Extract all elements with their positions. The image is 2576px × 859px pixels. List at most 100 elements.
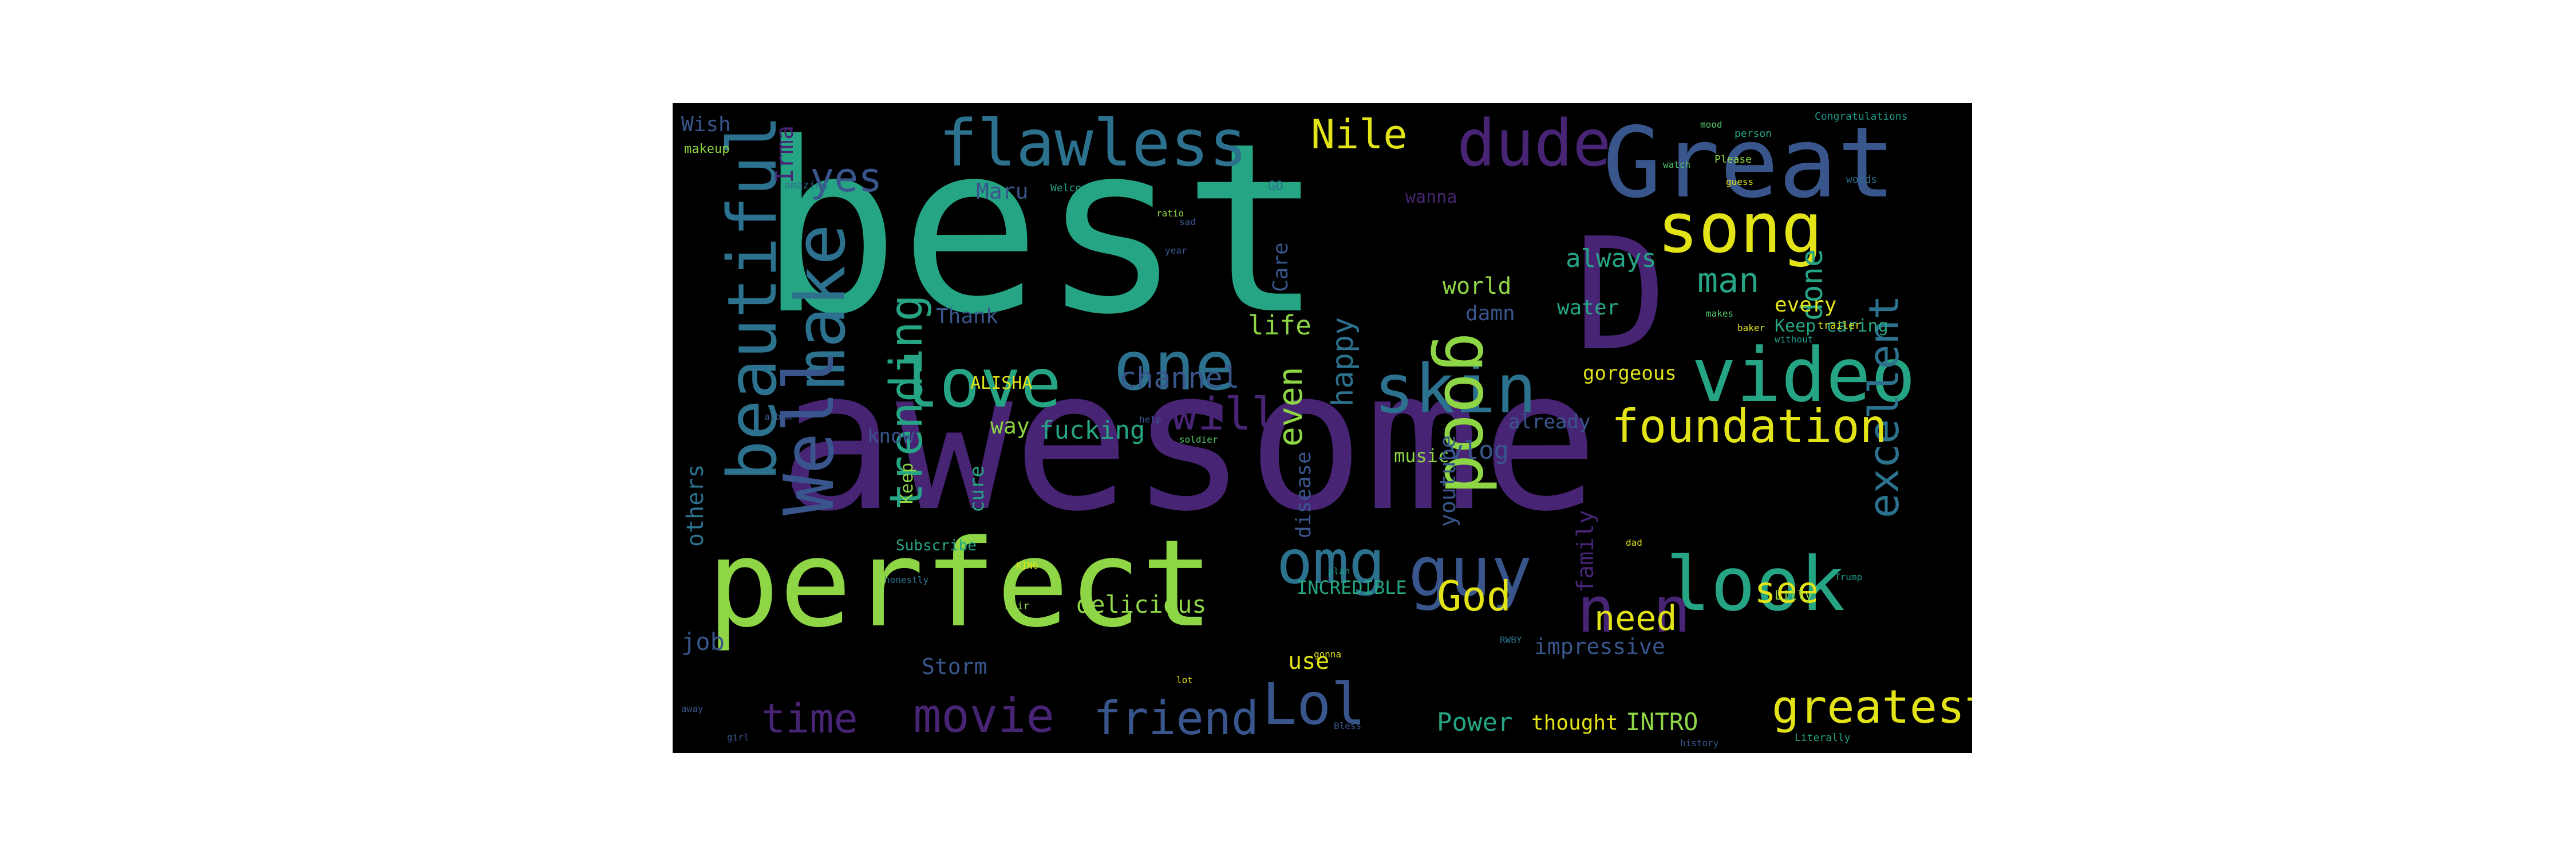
word-lol: Lol xyxy=(1262,671,1366,738)
word-album: album xyxy=(764,411,792,422)
word-gonna: gonna xyxy=(1314,649,1342,660)
word-yes: yes xyxy=(810,154,883,201)
word-words: words xyxy=(1846,174,1878,186)
word-way: way xyxy=(990,413,1030,439)
word-already: already xyxy=(1508,411,1591,434)
word-time: time xyxy=(761,695,858,742)
word-history: history xyxy=(1680,738,1719,748)
word-storm: Storm xyxy=(922,654,987,679)
word-hair: hair xyxy=(1005,600,1030,612)
word-go: GO xyxy=(1268,179,1283,194)
word-vlog: vlog xyxy=(1448,436,1509,465)
word-keep: Keep xyxy=(897,462,917,504)
word-thought: thought xyxy=(1531,711,1618,735)
word-n-n: n n xyxy=(1577,573,1691,647)
word-wish: Wish xyxy=(681,113,731,136)
word-help: help xyxy=(1139,414,1161,425)
word-makeup: makeup xyxy=(684,142,730,156)
word-d: D xyxy=(1574,204,1668,385)
word-person: person xyxy=(1735,128,1772,140)
word-makes: makes xyxy=(1706,308,1734,319)
word-perfect: perfect xyxy=(707,514,1214,654)
word-others: others xyxy=(682,464,709,547)
word-girl: girl xyxy=(727,732,749,743)
word-impressive: impressive xyxy=(1534,634,1665,659)
word-disease: disease xyxy=(1292,451,1315,538)
word-away: away xyxy=(681,703,704,714)
word-power: Power xyxy=(1437,708,1513,737)
word-every: every xyxy=(1775,293,1837,317)
word-baker: baker xyxy=(1737,322,1765,333)
word-without: without xyxy=(1775,334,1814,345)
word-alisha: ALISHA xyxy=(970,373,1033,393)
word-delicious: delicious xyxy=(1076,590,1207,618)
word-cure: cure xyxy=(966,466,989,513)
word-job: job xyxy=(681,628,725,656)
word-mood: mood xyxy=(1700,119,1722,130)
word-lilly: Lilly xyxy=(1775,589,1813,603)
word-world: world xyxy=(1443,273,1512,300)
word-intro: INTRO xyxy=(1626,708,1698,736)
word-dude: dude xyxy=(1457,107,1611,181)
word-ratio: ratio xyxy=(1156,208,1184,219)
word-song: song xyxy=(1657,189,1823,269)
word-guy: guy xyxy=(1408,533,1532,612)
word-movie: movie xyxy=(913,689,1054,743)
word-honestly: honestly xyxy=(884,574,929,585)
word-will: will xyxy=(1171,389,1278,440)
word-soldier: soldier xyxy=(1179,434,1218,445)
word-trailer: trailer xyxy=(1818,320,1861,332)
word-incredible: INCREDIBLE xyxy=(1297,577,1407,598)
word-rwby: RWBY xyxy=(1500,635,1522,645)
word-life: life xyxy=(1248,310,1311,341)
word-lot: lot xyxy=(1176,675,1193,685)
word-family: family xyxy=(1573,510,1599,593)
word-sad: sad xyxy=(1179,216,1196,227)
word-look: look xyxy=(1666,541,1846,628)
word-nile: Nile xyxy=(1311,111,1408,158)
word-channel: channel xyxy=(1119,361,1240,395)
word-king: KING xyxy=(1016,560,1038,571)
word-congratulations: Congratulations xyxy=(1815,111,1908,123)
word-well: Well xyxy=(770,350,850,515)
word-love: love xyxy=(899,344,1062,423)
word-literally: Literally xyxy=(1795,732,1851,744)
word-subscribe: Subscribe xyxy=(896,537,977,554)
word-one: one xyxy=(1113,326,1236,405)
word-damn: damn xyxy=(1465,302,1515,325)
word-keep-caring: Keep caring xyxy=(1775,316,1888,336)
word-please: Please xyxy=(1714,153,1752,166)
word-year: year xyxy=(1165,245,1187,256)
word-bless: Bless xyxy=(1334,720,1362,731)
word-wanna: wanna xyxy=(1405,187,1457,207)
word-best: best xyxy=(758,103,1324,366)
word-fucking: fucking xyxy=(1039,416,1145,445)
word-plan: plan xyxy=(1328,566,1350,577)
word-omg: omg xyxy=(1277,527,1385,597)
word-amazing: amazing xyxy=(784,179,828,191)
word-thank: Thank xyxy=(936,305,998,328)
word-gorgeous: gorgeous xyxy=(1583,362,1677,385)
word-video: video xyxy=(1692,332,1916,419)
word-use: use xyxy=(1288,648,1330,675)
word-trump: Trump xyxy=(1835,572,1863,582)
word-need: need xyxy=(1594,598,1677,639)
word-great: Great xyxy=(1603,107,1896,220)
word-flawless: flawless xyxy=(939,107,1248,181)
word-water: water xyxy=(1557,296,1619,320)
word-youtube: youtube xyxy=(1435,435,1460,527)
word-dad: dad xyxy=(1626,537,1642,548)
word-welcome: Welcome xyxy=(1050,182,1094,194)
word-man: man xyxy=(1697,261,1760,301)
word-greatest: greatest xyxy=(1772,680,1972,734)
word-skin: skin xyxy=(1374,349,1537,428)
word-awesome: awesome xyxy=(779,328,1599,554)
word-guess: guess xyxy=(1726,176,1754,187)
word-cloud: best awesome perfect Great D flawless du… xyxy=(673,103,1972,753)
word-foundation: foundation xyxy=(1611,400,1887,453)
word-always: always xyxy=(1566,244,1657,273)
word-care: Care xyxy=(1269,242,1293,292)
word-friend: friend xyxy=(1093,692,1259,745)
word-music: music xyxy=(1394,445,1449,467)
word-even: even xyxy=(1271,367,1310,447)
